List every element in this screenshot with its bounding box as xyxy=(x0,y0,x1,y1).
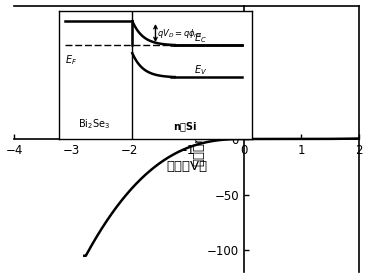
X-axis label: 偏压（V）: 偏压（V） xyxy=(166,160,207,173)
Y-axis label: 电流（mA）: 电流（mA） xyxy=(192,112,205,166)
